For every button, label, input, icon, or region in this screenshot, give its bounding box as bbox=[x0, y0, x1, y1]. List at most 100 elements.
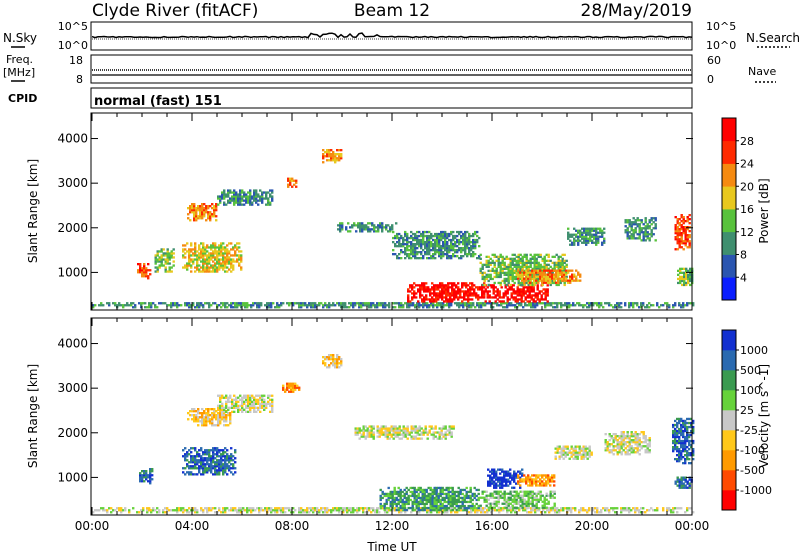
data-cell bbox=[419, 496, 422, 500]
data-cell bbox=[189, 219, 192, 222]
data-cell bbox=[525, 271, 528, 274]
data-cell bbox=[646, 235, 649, 238]
data-cell bbox=[203, 211, 206, 214]
data-cell bbox=[508, 507, 511, 510]
data-cell bbox=[218, 473, 221, 476]
data-cell bbox=[246, 302, 249, 305]
data-cell bbox=[245, 410, 248, 413]
data-cell bbox=[354, 431, 357, 434]
data-cell bbox=[516, 286, 519, 289]
data-cell bbox=[392, 425, 395, 428]
data-cell bbox=[398, 425, 401, 428]
data-cell bbox=[399, 506, 402, 510]
data-cell bbox=[424, 425, 427, 428]
data-cell bbox=[429, 506, 432, 510]
data-cell bbox=[680, 238, 683, 241]
data-cell bbox=[230, 304, 233, 307]
data-cell bbox=[296, 386, 299, 389]
data-cell bbox=[555, 265, 558, 268]
data-cell bbox=[388, 304, 391, 307]
data-cell bbox=[421, 298, 424, 301]
data-cell bbox=[184, 447, 187, 450]
data-cell bbox=[439, 292, 442, 295]
data-cell bbox=[293, 179, 296, 182]
data-cell bbox=[447, 288, 450, 291]
data-cell bbox=[219, 398, 222, 401]
data-cell bbox=[232, 473, 235, 476]
data-cell bbox=[209, 213, 212, 216]
data-cell bbox=[134, 304, 137, 307]
data-cell bbox=[570, 509, 573, 512]
data-cell bbox=[433, 506, 436, 510]
data-cell bbox=[517, 283, 520, 287]
data-cell bbox=[506, 288, 509, 291]
data-cell bbox=[451, 298, 454, 301]
data-cell bbox=[524, 296, 527, 299]
data-cell bbox=[634, 231, 637, 234]
data-cell bbox=[589, 237, 592, 240]
data-cell bbox=[356, 302, 359, 305]
data-cell bbox=[158, 509, 161, 512]
data-cell bbox=[368, 509, 371, 512]
data-cell bbox=[539, 253, 542, 256]
data-cell bbox=[410, 243, 413, 246]
data-cell bbox=[493, 271, 496, 274]
data-cell bbox=[394, 253, 397, 256]
data-cell bbox=[276, 302, 279, 305]
data-cell bbox=[676, 230, 679, 233]
data-cell bbox=[681, 275, 684, 279]
data-cell bbox=[485, 273, 488, 276]
data-cell bbox=[513, 253, 516, 256]
data-cell bbox=[680, 214, 683, 217]
data-cell bbox=[642, 227, 645, 230]
data-cell bbox=[502, 296, 505, 299]
data-cell bbox=[562, 509, 565, 512]
data-cell bbox=[644, 227, 647, 230]
data-cell bbox=[519, 271, 522, 274]
data-cell bbox=[404, 257, 407, 260]
data-cell bbox=[473, 290, 476, 293]
data-cell bbox=[434, 427, 437, 430]
data-cell bbox=[268, 507, 271, 510]
data-cell bbox=[443, 290, 446, 293]
data-cell bbox=[440, 437, 443, 440]
data-cell bbox=[549, 271, 552, 274]
data-cell bbox=[553, 281, 556, 285]
data-cell bbox=[237, 406, 240, 409]
data-cell bbox=[206, 270, 209, 273]
data-cell bbox=[519, 259, 522, 262]
data-cell bbox=[241, 203, 244, 206]
data-cell bbox=[190, 258, 193, 261]
data-cell bbox=[490, 306, 493, 309]
data-cell bbox=[222, 473, 225, 476]
data-cell bbox=[465, 490, 468, 494]
data-cell bbox=[233, 402, 236, 405]
data-cell bbox=[384, 511, 387, 514]
data-cell bbox=[464, 304, 467, 307]
data-cell bbox=[567, 281, 570, 284]
data-cell bbox=[226, 457, 229, 460]
data-cell bbox=[444, 230, 447, 234]
data-cell bbox=[137, 263, 140, 266]
data-cell bbox=[208, 509, 211, 512]
data-cell bbox=[408, 249, 411, 252]
data-cell bbox=[284, 390, 287, 393]
data-cell bbox=[498, 511, 501, 514]
data-cell bbox=[497, 281, 500, 285]
data-cell bbox=[195, 209, 198, 212]
data-cell bbox=[425, 282, 428, 285]
data-cell bbox=[386, 431, 389, 434]
data-cell bbox=[544, 306, 547, 309]
data-cell bbox=[188, 465, 191, 468]
data-cell bbox=[487, 269, 490, 272]
data-cell bbox=[226, 455, 229, 458]
data-cell bbox=[164, 266, 167, 269]
data-cell bbox=[228, 467, 231, 470]
data-cell bbox=[444, 232, 447, 236]
data-cell bbox=[447, 494, 450, 498]
data-cell bbox=[472, 302, 475, 305]
data-cell bbox=[434, 431, 437, 434]
data-cell bbox=[392, 431, 395, 434]
data-cell bbox=[683, 277, 686, 281]
data-cell bbox=[538, 298, 541, 301]
